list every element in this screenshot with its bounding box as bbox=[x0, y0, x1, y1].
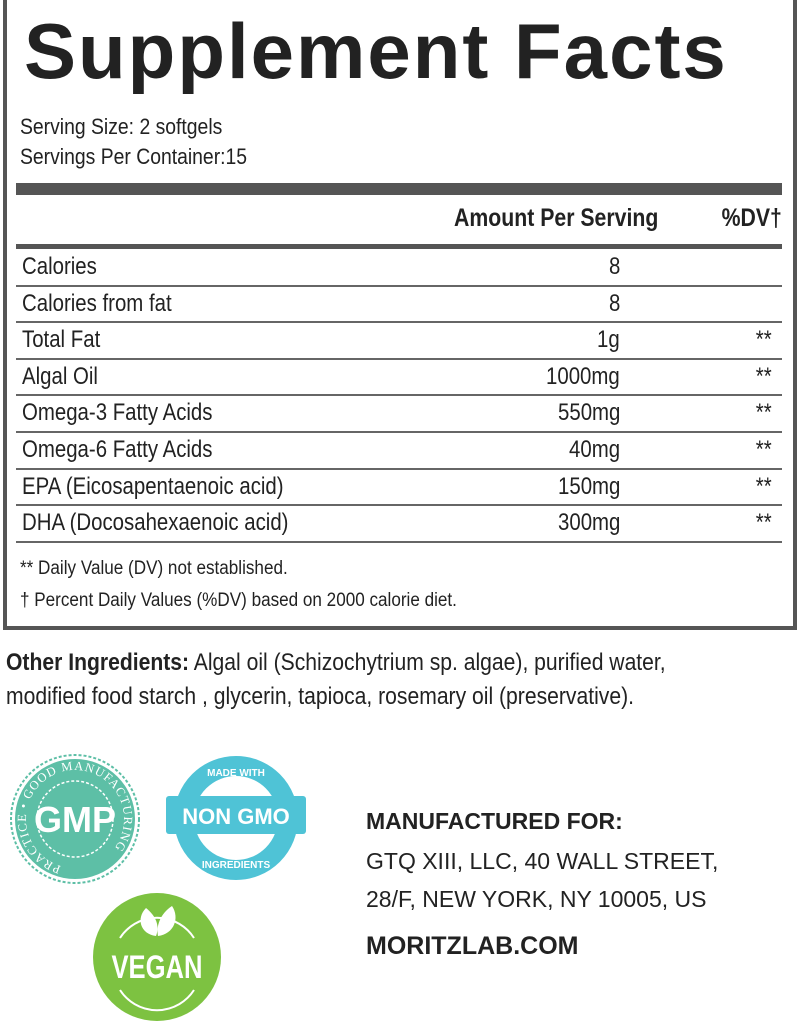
supplement-facts-panel bbox=[3, 0, 797, 630]
table-row: Omega-6 Fatty Acids 40mg ** bbox=[16, 433, 782, 470]
nutrient-amount: 8 bbox=[608, 253, 620, 280]
non-gmo-text: NON GMO bbox=[182, 804, 290, 829]
nutrient-amount: 550mg bbox=[557, 399, 620, 427]
made-with-text: MADE WITH bbox=[207, 768, 265, 779]
nutrient-amount: 300mg bbox=[557, 509, 620, 537]
table-row: Calories 8 bbox=[16, 250, 782, 287]
nutrient-dv: ** bbox=[756, 362, 772, 390]
nutrient-amount: 1000mg bbox=[546, 362, 620, 390]
page-title: Supplement Facts bbox=[24, 7, 728, 95]
nutrient-name: Algal Oil bbox=[22, 362, 98, 390]
table-row: DHA (Docosahexaenoic acid) 300mg ** bbox=[16, 506, 782, 543]
manufacturer-address-1: GTQ XIII, LLC, 40 WALL STREET, bbox=[366, 848, 719, 874]
footnote-percent: † Percent Daily Values (%DV) based on 20… bbox=[20, 590, 457, 611]
nutrient-name: Calories from fat bbox=[22, 289, 172, 317]
other-ingredients-line2: modified food starch , glycerin, tapioca… bbox=[6, 683, 634, 710]
manufacturer-address-2: 28/F, NEW YORK, NY 10005, US bbox=[366, 886, 707, 912]
footnote-dv: ** Daily Value (DV) not established. bbox=[20, 558, 288, 579]
gmp-badge: PRACTICE • GOOD MANUFACTURING GMP bbox=[10, 754, 140, 884]
nutrient-name: EPA (Eicosapentaenoic acid) bbox=[22, 472, 284, 500]
table-row: Total Fat 1g ** bbox=[16, 323, 782, 360]
nutrient-amount: 1g bbox=[597, 326, 620, 354]
nutrient-table: Calories 8 Calories from fat 8 Total Fat 1g **… bbox=[16, 250, 782, 543]
divider-medium bbox=[16, 244, 782, 249]
nutrient-amount: 8 bbox=[608, 289, 620, 317]
nutrient-dv: ** bbox=[756, 472, 772, 500]
nutrient-amount: 40mg bbox=[568, 435, 620, 463]
table-row: EPA (Eicosapentaenoic acid) 150mg ** bbox=[16, 470, 782, 507]
leaf-icon bbox=[140, 908, 158, 936]
other-ingredients-label: Other Ingredients: bbox=[6, 649, 190, 676]
table-row: Algal Oil 1000mg ** bbox=[16, 360, 782, 397]
nutrient-dv: ** bbox=[756, 326, 772, 354]
table-row: Calories from fat 8 bbox=[16, 287, 782, 324]
nutrient-dv: ** bbox=[756, 509, 772, 537]
manufacturer-heading: MANUFACTURED FOR: bbox=[366, 808, 623, 834]
table-row: Omega-3 Fatty Acids 550mg ** bbox=[16, 396, 782, 433]
nutrient-name: Calories bbox=[22, 253, 97, 280]
servings-per-container: Servings Per Container:15 bbox=[20, 144, 248, 169]
website-link[interactable]: MORITZLAB.COM bbox=[366, 932, 579, 960]
non-gmo-badge: NON GMO MADE WITH INGREDIENTS bbox=[166, 756, 306, 880]
dv-header: %DV† bbox=[721, 204, 782, 232]
other-ingredients-line1: Algal oil (Schizochytrium sp. algae), pu… bbox=[189, 649, 666, 676]
nutrient-name: Omega-3 Fatty Acids bbox=[22, 399, 213, 427]
nutrient-dv: ** bbox=[756, 435, 772, 463]
other-ingredients: Other Ingredients: Algal oil (Schizochyt… bbox=[6, 646, 666, 680]
nutrient-dv: ** bbox=[756, 399, 772, 427]
ingredients-text: INGREDIENTS bbox=[202, 860, 271, 871]
leaf-icon bbox=[157, 906, 176, 936]
nutrient-name: Omega-6 Fatty Acids bbox=[22, 435, 213, 463]
nutrient-name: DHA (Docosahexaenoic acid) bbox=[22, 509, 289, 537]
vegan-text: VEGAN bbox=[111, 950, 202, 985]
gmp-text: GMP bbox=[34, 799, 116, 840]
nutrient-amount: 150mg bbox=[557, 472, 620, 500]
amount-header: Amount Per Serving bbox=[453, 204, 658, 232]
serving-size: Serving Size: 2 softgels bbox=[20, 114, 223, 139]
vegan-badge: VEGAN bbox=[93, 893, 221, 1021]
divider-thick bbox=[16, 183, 782, 195]
nutrient-name: Total Fat bbox=[22, 326, 101, 354]
